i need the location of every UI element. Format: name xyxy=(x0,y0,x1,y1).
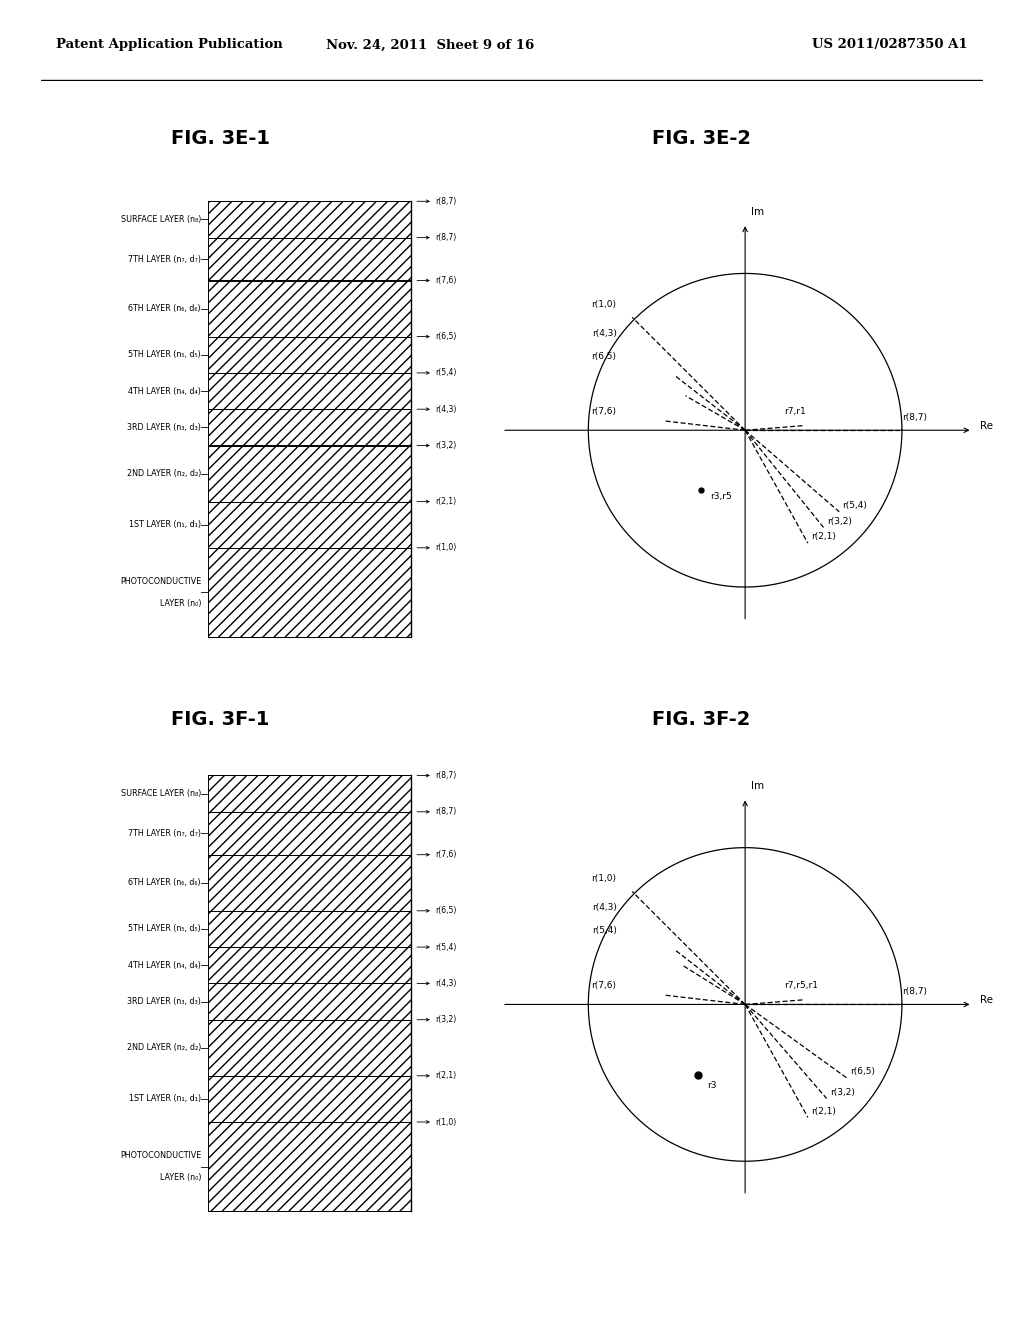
Text: 2ND LAYER (n₂, d₂): 2ND LAYER (n₂, d₂) xyxy=(127,469,201,478)
Bar xyxy=(208,201,412,238)
Text: Re: Re xyxy=(980,421,993,430)
Bar xyxy=(208,337,412,372)
Text: r(3,2): r(3,2) xyxy=(435,441,456,450)
Text: SURFACE LAYER (n₈): SURFACE LAYER (n₈) xyxy=(121,215,201,224)
Text: r(8,7): r(8,7) xyxy=(902,987,927,997)
Text: r(6,5): r(6,5) xyxy=(850,1068,876,1076)
Text: 5TH LAYER (n₅, d₅): 5TH LAYER (n₅, d₅) xyxy=(128,350,201,359)
Text: r(7,6): r(7,6) xyxy=(435,276,456,285)
Text: Nov. 24, 2011  Sheet 9 of 16: Nov. 24, 2011 Sheet 9 of 16 xyxy=(326,38,535,51)
Text: FIG. 3F-2: FIG. 3F-2 xyxy=(652,710,751,729)
Text: Im: Im xyxy=(752,781,765,791)
Text: US 2011/0287350 A1: US 2011/0287350 A1 xyxy=(812,38,968,51)
Text: r(2,1): r(2,1) xyxy=(811,532,836,541)
Text: PHOTOCONDUCTIVE: PHOTOCONDUCTIVE xyxy=(120,577,201,586)
Text: PHOTOCONDUCTIVE: PHOTOCONDUCTIVE xyxy=(120,1151,201,1160)
Text: r(8,7): r(8,7) xyxy=(435,771,456,780)
Text: 1ST LAYER (n₁, d₁): 1ST LAYER (n₁, d₁) xyxy=(129,1094,201,1104)
Text: r7,r5,r1: r7,r5,r1 xyxy=(784,981,818,990)
Text: 3RD LAYER (n₃, d₃): 3RD LAYER (n₃, d₃) xyxy=(127,997,201,1006)
Text: r(4,3): r(4,3) xyxy=(435,979,456,987)
Bar xyxy=(208,1076,412,1122)
Bar xyxy=(208,280,412,337)
Bar xyxy=(208,911,412,948)
Text: r(8,7): r(8,7) xyxy=(902,413,927,422)
Bar xyxy=(208,372,412,409)
Text: 5TH LAYER (n₅, d₅): 5TH LAYER (n₅, d₅) xyxy=(128,924,201,933)
Text: r(7,6): r(7,6) xyxy=(592,407,616,416)
Text: 6TH LAYER (n₆, d₆): 6TH LAYER (n₆, d₆) xyxy=(128,878,201,887)
Text: r(6,5): r(6,5) xyxy=(592,352,616,362)
Text: r7,r1: r7,r1 xyxy=(784,407,806,416)
Text: FIG. 3E-2: FIG. 3E-2 xyxy=(652,129,751,148)
Text: r(2,1): r(2,1) xyxy=(811,1106,836,1115)
Text: r(2,1): r(2,1) xyxy=(435,1072,456,1080)
Text: r(6,5): r(6,5) xyxy=(435,907,456,915)
Bar xyxy=(208,812,412,855)
Text: 6TH LAYER (n₆, d₆): 6TH LAYER (n₆, d₆) xyxy=(128,304,201,313)
Text: r(5,4): r(5,4) xyxy=(592,927,616,936)
Text: r(1,0): r(1,0) xyxy=(592,874,616,883)
Bar xyxy=(208,983,412,1019)
Text: r3: r3 xyxy=(708,1081,717,1090)
Text: r(4,3): r(4,3) xyxy=(592,903,616,912)
Text: r(8,7): r(8,7) xyxy=(435,197,456,206)
Text: r(3,2): r(3,2) xyxy=(435,1015,456,1024)
Text: FIG. 3E-1: FIG. 3E-1 xyxy=(171,129,269,148)
Text: Patent Application Publication: Patent Application Publication xyxy=(56,38,283,51)
Text: 2ND LAYER (n₂, d₂): 2ND LAYER (n₂, d₂) xyxy=(127,1043,201,1052)
Text: r(7,6): r(7,6) xyxy=(592,981,616,990)
Text: r(5,4): r(5,4) xyxy=(435,942,456,952)
Bar xyxy=(208,409,412,446)
Text: Im: Im xyxy=(752,207,765,216)
Text: r(5,4): r(5,4) xyxy=(843,502,867,510)
Text: SURFACE LAYER (n₈): SURFACE LAYER (n₈) xyxy=(121,789,201,799)
Text: r(3,2): r(3,2) xyxy=(826,516,852,525)
Bar xyxy=(208,548,412,636)
Bar xyxy=(208,238,412,281)
Bar xyxy=(208,775,412,812)
Bar xyxy=(208,446,412,502)
Text: r(1,0): r(1,0) xyxy=(592,301,616,309)
Text: r(4,3): r(4,3) xyxy=(592,329,616,338)
Bar xyxy=(208,1122,412,1212)
Text: r(4,3): r(4,3) xyxy=(435,405,456,413)
Text: r(7,6): r(7,6) xyxy=(435,850,456,859)
Text: LAYER (n₀): LAYER (n₀) xyxy=(160,1173,201,1181)
Text: 7TH LAYER (n₇, d₇): 7TH LAYER (n₇, d₇) xyxy=(128,255,201,264)
Text: Re: Re xyxy=(980,995,993,1005)
Text: r(6,5): r(6,5) xyxy=(435,333,456,341)
Text: FIG. 3F-1: FIG. 3F-1 xyxy=(171,710,269,729)
Text: LAYER (n₀): LAYER (n₀) xyxy=(160,599,201,607)
Text: r(2,1): r(2,1) xyxy=(435,498,456,506)
Text: r(1,0): r(1,0) xyxy=(435,1118,456,1126)
Bar xyxy=(208,855,412,911)
Text: 7TH LAYER (n₇, d₇): 7TH LAYER (n₇, d₇) xyxy=(128,829,201,838)
Text: 1ST LAYER (n₁, d₁): 1ST LAYER (n₁, d₁) xyxy=(129,520,201,529)
Text: r(3,2): r(3,2) xyxy=(829,1088,855,1097)
Text: 3RD LAYER (n₃, d₃): 3RD LAYER (n₃, d₃) xyxy=(127,422,201,432)
Bar xyxy=(208,502,412,548)
Text: r(8,7): r(8,7) xyxy=(435,234,456,242)
Text: r(1,0): r(1,0) xyxy=(435,544,456,552)
Text: r3,r5: r3,r5 xyxy=(711,491,732,500)
Bar xyxy=(208,1019,412,1076)
Text: r(5,4): r(5,4) xyxy=(435,368,456,378)
Text: 4TH LAYER (n₄, d₄): 4TH LAYER (n₄, d₄) xyxy=(128,961,201,970)
Bar xyxy=(208,948,412,983)
Text: 4TH LAYER (n₄, d₄): 4TH LAYER (n₄, d₄) xyxy=(128,387,201,396)
Text: r(8,7): r(8,7) xyxy=(435,808,456,816)
